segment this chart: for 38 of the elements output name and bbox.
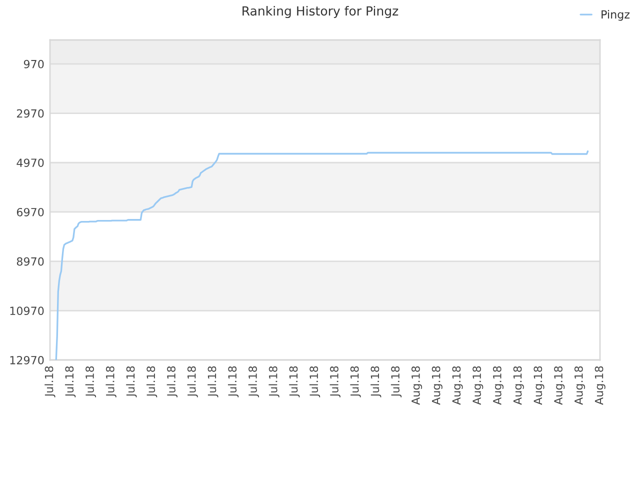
x-tick-label: Jul.18	[187, 366, 198, 398]
x-tick-label: Aug.18	[411, 366, 422, 405]
x-tick-label: Aug.18	[554, 366, 565, 405]
x-tick-label: Jul.18	[228, 366, 239, 398]
x-tick-label: Jul.18	[289, 366, 300, 398]
x-tick-label: Jul.18	[268, 366, 280, 398]
y-tick-label: 970	[24, 60, 44, 68]
x-tick-label: Jul.18	[208, 366, 218, 398]
x-tick-label: Jul.18	[126, 366, 137, 398]
x-tick-label: Jul.18	[44, 366, 56, 398]
line-series	[55, 150, 589, 360]
x-tick-label: Aug.18	[513, 366, 524, 405]
y-tick-label: 4970	[16, 158, 44, 167]
x-tick-label: Aug.18	[594, 366, 606, 405]
legend-label: Pingz	[602, 10, 630, 21]
x-tick-label: Jul.18	[370, 366, 382, 398]
x-tick-label: Aug.18	[574, 366, 586, 405]
y-tick-label: 8970	[16, 257, 44, 266]
y-tick-label: 12970	[10, 356, 44, 364]
x-tick-label: Aug.18	[432, 366, 442, 405]
x-tick-label: Jul.18	[146, 366, 158, 398]
x-tick-label: Jul.18	[390, 366, 402, 398]
x-tick-label: Aug.18	[452, 366, 463, 405]
chart-title: Ranking History for Pingz	[242, 6, 398, 18]
x-tick-label: Jul.18	[85, 366, 96, 398]
x-tick-label: Jul.18	[64, 366, 76, 398]
y-tick-label: 6970	[16, 208, 44, 216]
y-tick-label: 10970	[10, 306, 44, 316]
x-tick-label: Jul.18	[309, 366, 320, 398]
x-tick-label: Jul.18	[166, 366, 178, 398]
x-tick-label: Aug.18	[472, 366, 484, 405]
y-tick-label: 2970	[16, 109, 44, 118]
x-tick-label: Jul.18	[330, 366, 340, 398]
x-tick-label: Jul.18	[106, 366, 116, 398]
x-tick-label: Jul.18	[350, 366, 361, 398]
x-tick-label: Aug.18	[492, 366, 504, 405]
x-tick-label: Jul.18	[248, 366, 259, 398]
x-tick-label: Aug.18	[534, 366, 544, 405]
